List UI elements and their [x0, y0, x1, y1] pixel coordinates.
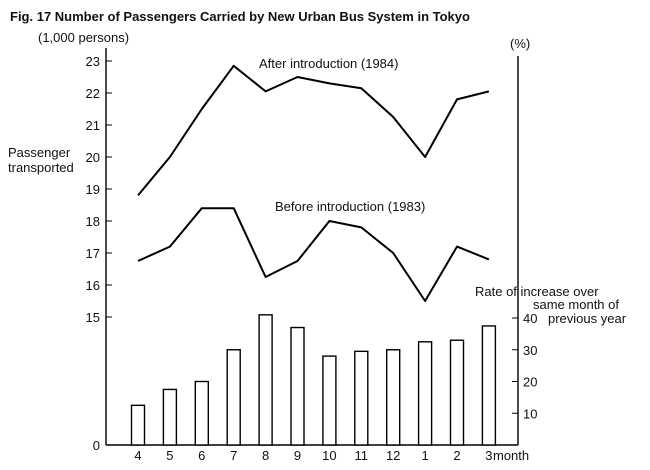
bar-rate-of-increase [130, 404, 146, 446]
bar-rate-of-increase [449, 339, 465, 446]
left-tick-label: 22 [86, 86, 100, 101]
x-tick-label: 5 [166, 448, 173, 463]
line-before-introduction [137, 207, 490, 302]
left-tick-label: 20 [86, 150, 100, 165]
bar-rate-of-increase [258, 314, 273, 446]
x-tick-label: 3 [485, 448, 492, 463]
left-tick-label: 16 [86, 278, 100, 293]
x-tick-label: 4 [134, 448, 141, 463]
line-after-introduction [137, 64, 490, 197]
x-tick-label: 6 [198, 448, 205, 463]
chart-title: Fig. 17 Number of Passengers Carried by … [10, 9, 470, 24]
bar-rate-of-increase [290, 326, 305, 446]
x-tick-label: 12 [386, 448, 400, 463]
bar-rate-of-increase [194, 380, 210, 446]
left-tick-label: 18 [86, 214, 100, 229]
right-tick-label: 10 [523, 406, 537, 421]
x-tick-label: 1 [421, 448, 428, 463]
right-tick-label: 40 [523, 311, 537, 326]
x-axis-unit-label: month [493, 448, 529, 463]
x-tick-label: 7 [230, 448, 237, 463]
bar-rate-of-increase [417, 341, 433, 446]
right-unit-label: (%) [510, 36, 530, 51]
right-axis-label-line2: same month of [533, 297, 619, 312]
bar-rate-of-increase [354, 350, 369, 446]
left-tick-label: 15 [86, 310, 100, 325]
bar-rate-of-increase [386, 349, 401, 446]
bar-rate-of-increase [226, 349, 241, 446]
bar-rate-of-increase [322, 355, 337, 446]
right-tick-label: 20 [523, 375, 537, 390]
right-axis-label-line3: previous year [548, 311, 627, 326]
bar-rate-of-increase [481, 325, 497, 446]
left-tick-label: 19 [86, 182, 100, 197]
x-tick-label: 2 [453, 448, 460, 463]
x-tick-label: 10 [322, 448, 336, 463]
left-tick-label: 21 [86, 118, 100, 133]
x-tick-label: 9 [294, 448, 301, 463]
x-tick-label: 8 [262, 448, 269, 463]
right-tick-label: 30 [523, 343, 537, 358]
bar-rate-of-increase [162, 388, 178, 446]
left-tick-label: 17 [86, 246, 100, 261]
left-unit-label: (1,000 persons) [38, 30, 129, 45]
left-axis-label-line1: Passenger [8, 145, 71, 160]
left-tick-label: 0 [93, 438, 100, 453]
right-axis-label-line1: Rate of increase over [475, 284, 599, 299]
series-label-after: After introduction (1984) [259, 56, 398, 71]
left-axis-label-line2: transported [8, 160, 74, 175]
series-label-before: Before introduction (1983) [275, 199, 425, 214]
x-tick-label: 11 [355, 448, 369, 463]
left-tick-label: 23 [86, 54, 100, 69]
